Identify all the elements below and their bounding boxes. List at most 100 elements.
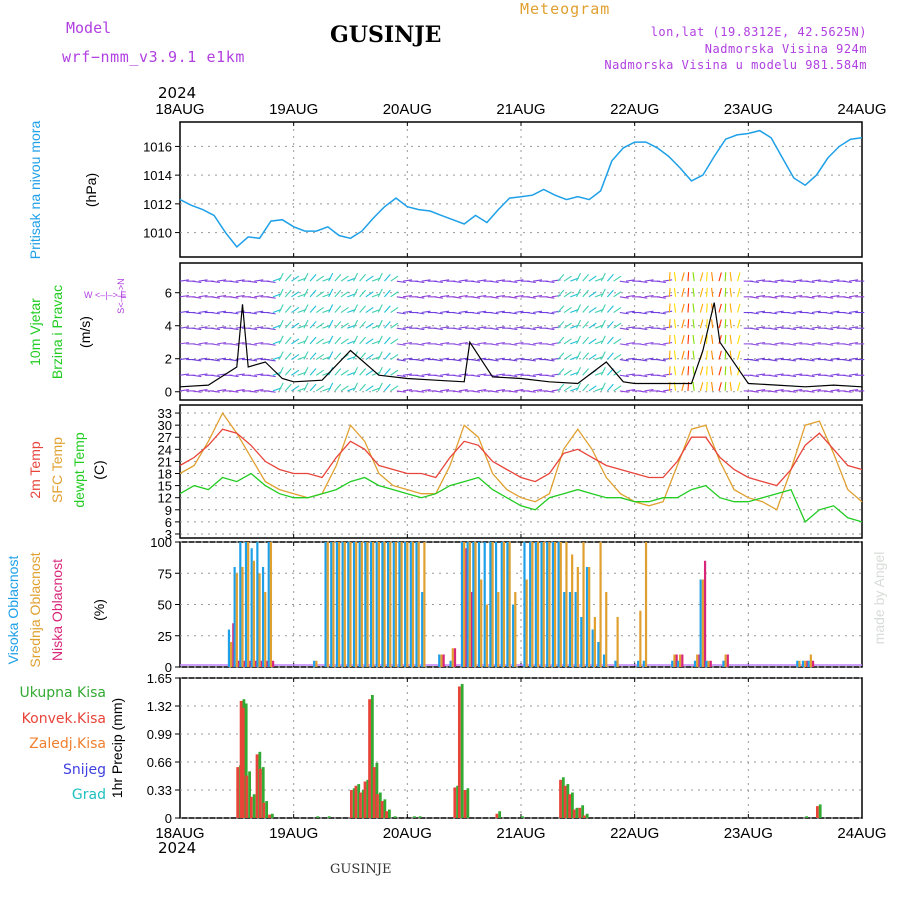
- wind-arrow: [340, 385, 349, 392]
- convective-precip-bar: [255, 754, 259, 818]
- wind-arrow: [328, 319, 334, 329]
- wind-arrow: [229, 311, 239, 315]
- wind-arrow: [390, 275, 399, 282]
- wind-arrow: [533, 389, 543, 392]
- wind-arrow: [842, 327, 852, 331]
- wind-arrow: [613, 291, 622, 298]
- wind-arrow: [433, 390, 443, 393]
- wind-arrow: [729, 366, 732, 376]
- wind-arrow: [724, 334, 727, 344]
- wind-arrow: [508, 374, 518, 378]
- low-cloud-bar: [243, 660, 246, 667]
- wind-arrow: [756, 326, 766, 329]
- wind-arrow: [471, 359, 481, 362]
- mid-cloud-bar: [536, 542, 540, 667]
- wind-arrow: [793, 310, 803, 314]
- wind-arrow: [284, 274, 292, 282]
- wind-arrow: [192, 343, 202, 346]
- wind-arrow: [619, 359, 629, 362]
- wind-arrow: [545, 327, 555, 331]
- wind-arrow: [309, 274, 317, 282]
- total-precip-bar: [316, 816, 320, 818]
- wind-arrow: [179, 294, 189, 298]
- wind-arrow: [582, 274, 590, 282]
- wind-arrow: [198, 294, 208, 298]
- wind-arrow: [198, 326, 208, 329]
- x-tick-label-bottom: 21AUG: [496, 825, 545, 842]
- wind-arrow: [291, 275, 300, 282]
- wind-arrow: [217, 389, 227, 392]
- wind-arrow: [756, 294, 766, 298]
- wind-arrow: [687, 303, 690, 313]
- wind-arrow: [692, 303, 695, 313]
- wind-arrow: [452, 374, 462, 378]
- high-cloud-bar: [233, 567, 236, 667]
- low-cloud-bar: [703, 560, 707, 667]
- wind-arrow: [477, 341, 487, 345]
- wind-arrow: [811, 294, 821, 298]
- wind-arrow: [396, 327, 406, 331]
- wind-arrow: [471, 296, 481, 299]
- high-cloud-bar: [392, 542, 395, 667]
- high-cloud-bar: [512, 604, 515, 667]
- wind-arrow: [309, 352, 317, 360]
- wind-arrow: [192, 311, 202, 315]
- high-cloud-bar: [330, 542, 333, 667]
- wind-arrow: [365, 322, 374, 329]
- wind-arrow: [421, 310, 431, 314]
- wind-arrow: [266, 343, 276, 346]
- wind-arrow: [315, 385, 325, 392]
- mid-cloud-bar: [326, 542, 329, 667]
- mid-cloud-bar: [639, 610, 642, 667]
- t2m-ylabel: 2m Temp: [27, 441, 43, 499]
- wind-arrow: [365, 338, 374, 345]
- wind-arrow: [607, 289, 614, 298]
- wind-arrow: [433, 374, 443, 378]
- convective-precip-bar: [568, 794, 572, 818]
- high-cloud-bar: [534, 542, 537, 667]
- wind-arrow: [842, 296, 852, 299]
- high-cloud-ylabel: Visoka Oblacnost: [5, 556, 21, 665]
- wind-arrow: [737, 382, 741, 392]
- wind-arrow: [452, 327, 462, 331]
- wind-arrow: [756, 357, 766, 361]
- wind-arrow: [663, 389, 673, 392]
- wind-arrow: [489, 296, 499, 299]
- low-cloud-bar: [470, 592, 474, 667]
- wind-arrow: [718, 366, 722, 376]
- wind-arrow: [291, 385, 300, 392]
- wind-arrow: [625, 389, 636, 392]
- wind-arrow: [309, 368, 317, 376]
- wind-arrow: [668, 272, 671, 282]
- total-precip-bar: [388, 809, 391, 818]
- high-cloud-bar: [404, 542, 407, 667]
- wind-arrow: [229, 280, 239, 284]
- wind-arrow: [774, 341, 784, 345]
- wind-arrow: [638, 327, 648, 331]
- high-cloud-bar: [421, 592, 424, 667]
- wind-arrow: [402, 326, 412, 329]
- wind-arrow: [774, 357, 784, 361]
- wind-arrow: [663, 357, 673, 361]
- wind-arrow: [830, 326, 840, 329]
- wind-arrow: [756, 341, 766, 345]
- wind-arrow: [830, 357, 840, 361]
- wind-arrow: [545, 390, 555, 393]
- mid-cloud-bar: [343, 542, 346, 667]
- wind-panel-ytick-label: 6: [165, 286, 172, 301]
- wind-arrow: [402, 279, 412, 282]
- wind-arrow: [334, 368, 342, 376]
- wind-arrow: [737, 335, 741, 345]
- wind-arrow: [749, 311, 759, 315]
- wind-arrow: [805, 280, 815, 284]
- year-bottom: 2024: [158, 839, 197, 857]
- high-cloud-bar: [568, 592, 572, 667]
- wind-ylabel-2: Brzina i Pravac: [49, 285, 65, 379]
- wind-arrow: [673, 350, 677, 360]
- wind-arrow: [192, 359, 202, 362]
- wind-arrow: [811, 357, 821, 361]
- wind-arrow: [673, 334, 677, 344]
- wind-arrow: [793, 389, 803, 392]
- wind-arrow: [848, 326, 859, 329]
- wind-arrow: [644, 279, 654, 282]
